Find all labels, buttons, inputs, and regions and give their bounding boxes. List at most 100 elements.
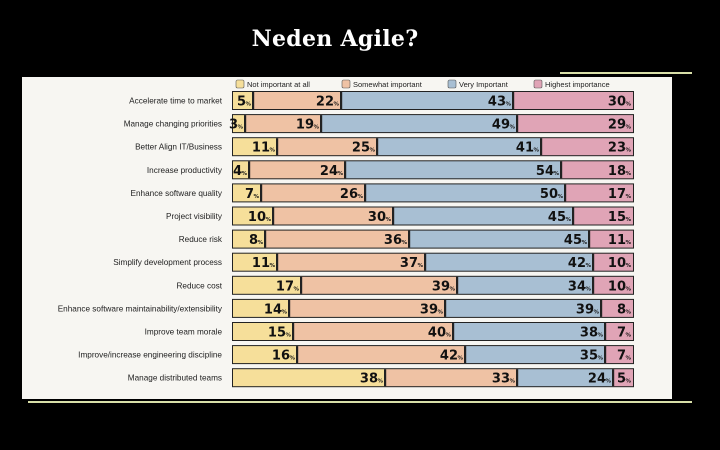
segment-divider — [456, 276, 459, 294]
data-label: 39 — [420, 302, 438, 317]
segment-divider — [384, 369, 387, 387]
bar-segment-somewhat-important — [253, 92, 341, 109]
segment-divider — [592, 253, 595, 271]
data-label: 37 — [400, 256, 418, 271]
bar-segment-not-important-at-all — [233, 138, 277, 156]
bar-segment-not-important-at-all — [233, 253, 277, 271]
data-label-unit: % — [457, 356, 463, 362]
data-label: 15 — [608, 210, 626, 225]
data-label-unit: % — [585, 263, 591, 269]
segment-divider — [540, 138, 543, 156]
data-label: 49 — [492, 118, 510, 133]
data-label: 11 — [252, 141, 270, 156]
data-label: 17 — [276, 279, 294, 294]
data-label-unit: % — [625, 263, 631, 269]
data-label: 29 — [608, 118, 626, 133]
data-label: 43 — [488, 95, 506, 110]
bar-row-project-visibility: 10% 30% 45% 15% — [232, 206, 634, 226]
data-label-unit: % — [269, 263, 275, 269]
category-labels: Accelerate time to market Manage changing… — [58, 97, 223, 383]
segment-divider — [252, 92, 255, 109]
bar-row-improve-increase-engineering-discipline: 16% 42% 35% 7% — [232, 345, 634, 365]
data-label-unit: % — [417, 263, 423, 269]
segment-divider — [300, 276, 303, 294]
data-label-unit: % — [625, 240, 631, 246]
data-label-unit: % — [625, 333, 631, 339]
bar-segment-somewhat-important — [245, 115, 321, 133]
bar-segment-highest-importance — [601, 299, 633, 317]
legend-item-very-important: Very Important — [447, 79, 509, 89]
data-label-unit: % — [357, 194, 363, 200]
data-label-unit: % — [565, 217, 571, 223]
data-label-unit: % — [553, 171, 559, 177]
bar-segment-very-important — [425, 253, 593, 271]
segment-divider — [444, 299, 447, 317]
bar-row-accelerate-time-to-market: 5% 22% 43% 30% — [232, 91, 634, 110]
data-label: 10 — [608, 279, 626, 294]
data-label: 34 — [568, 279, 586, 294]
data-label-unit: % — [533, 148, 539, 154]
bar-row-manage-changing-priorities: 3% 19% 49% 29% — [229, 114, 634, 134]
bar-segment-somewhat-important — [273, 207, 393, 225]
bar-segment-very-important — [457, 276, 593, 294]
bar-segment-highest-importance — [517, 115, 633, 133]
data-label-unit: % — [245, 102, 251, 108]
bar-segment-not-important-at-all — [233, 230, 265, 248]
bar-segment-not-important-at-all — [233, 92, 253, 109]
data-label-unit: % — [281, 309, 287, 315]
data-label-unit: % — [237, 125, 243, 131]
bar-row-reduce-cost: 17% 39% 34% 10% — [232, 275, 634, 295]
segment-divider — [264, 230, 267, 248]
data-label-unit: % — [625, 356, 631, 362]
data-label: 16 — [272, 349, 290, 364]
bar-segment-very-important — [465, 346, 605, 364]
segment-divider — [320, 115, 323, 133]
bar-segment-highest-importance — [593, 276, 633, 294]
category-label: Accelerate time to market — [129, 97, 223, 106]
data-label: 15 — [268, 326, 286, 341]
data-label: 24 — [320, 164, 338, 179]
decorative-line-bottom — [28, 401, 692, 403]
bar-segment-not-important-at-all — [233, 276, 301, 294]
bar-segment-not-important-at-all — [233, 207, 273, 225]
legend-label: Somewhat important — [353, 80, 423, 89]
bar-segment-not-important-at-all — [233, 115, 245, 133]
bar-segment-highest-importance — [513, 92, 633, 109]
data-label: 41 — [516, 141, 534, 156]
segment-divider — [592, 276, 595, 294]
data-label-unit: % — [581, 240, 587, 246]
segment-divider — [572, 207, 575, 225]
slide-title: Neden Agile? — [251, 26, 419, 52]
legend-item-somewhat-important: Somewhat important — [341, 79, 423, 89]
data-label: 30 — [608, 95, 626, 110]
data-label-unit: % — [377, 379, 383, 385]
legend-swatch — [447, 79, 457, 89]
bar-segment-highest-importance — [605, 323, 633, 340]
data-label: 45 — [548, 210, 566, 225]
bar-segment-not-important-at-all — [233, 184, 261, 202]
data-label: 42 — [568, 256, 586, 271]
bar-segment-highest-importance — [541, 138, 633, 156]
bar-row-simplify-development-process: 11% 37% 42% 10% — [232, 252, 634, 272]
data-label: 45 — [564, 233, 582, 248]
data-label-unit: % — [625, 102, 631, 108]
data-label: 5 — [237, 95, 246, 110]
category-label: Project visibility — [166, 212, 223, 221]
bar-segment-not-important-at-all — [233, 299, 289, 317]
segment-divider — [260, 184, 263, 202]
category-label: Better Align IT/Business — [135, 143, 222, 152]
data-label: 4 — [233, 164, 242, 179]
stacked-bar-chart: Not important at all Somewhat important Ve… — [58, 79, 634, 388]
bar-segment-not-important-at-all — [233, 161, 249, 179]
category-label: Improve team morale — [145, 328, 223, 337]
segment-divider — [296, 346, 299, 364]
segment-divider — [424, 253, 427, 271]
data-label-unit: % — [557, 194, 563, 200]
data-label: 36 — [384, 233, 402, 248]
legend-swatch — [235, 79, 245, 89]
segment-divider — [516, 115, 519, 133]
category-label: Manage changing priorities — [124, 120, 222, 129]
chart-legend: Not important at all Somewhat important Ve… — [235, 79, 610, 89]
bar-row-manage-distributed-teams: 38% 33% 24% 5% — [232, 368, 634, 388]
data-label-unit: % — [625, 217, 631, 223]
